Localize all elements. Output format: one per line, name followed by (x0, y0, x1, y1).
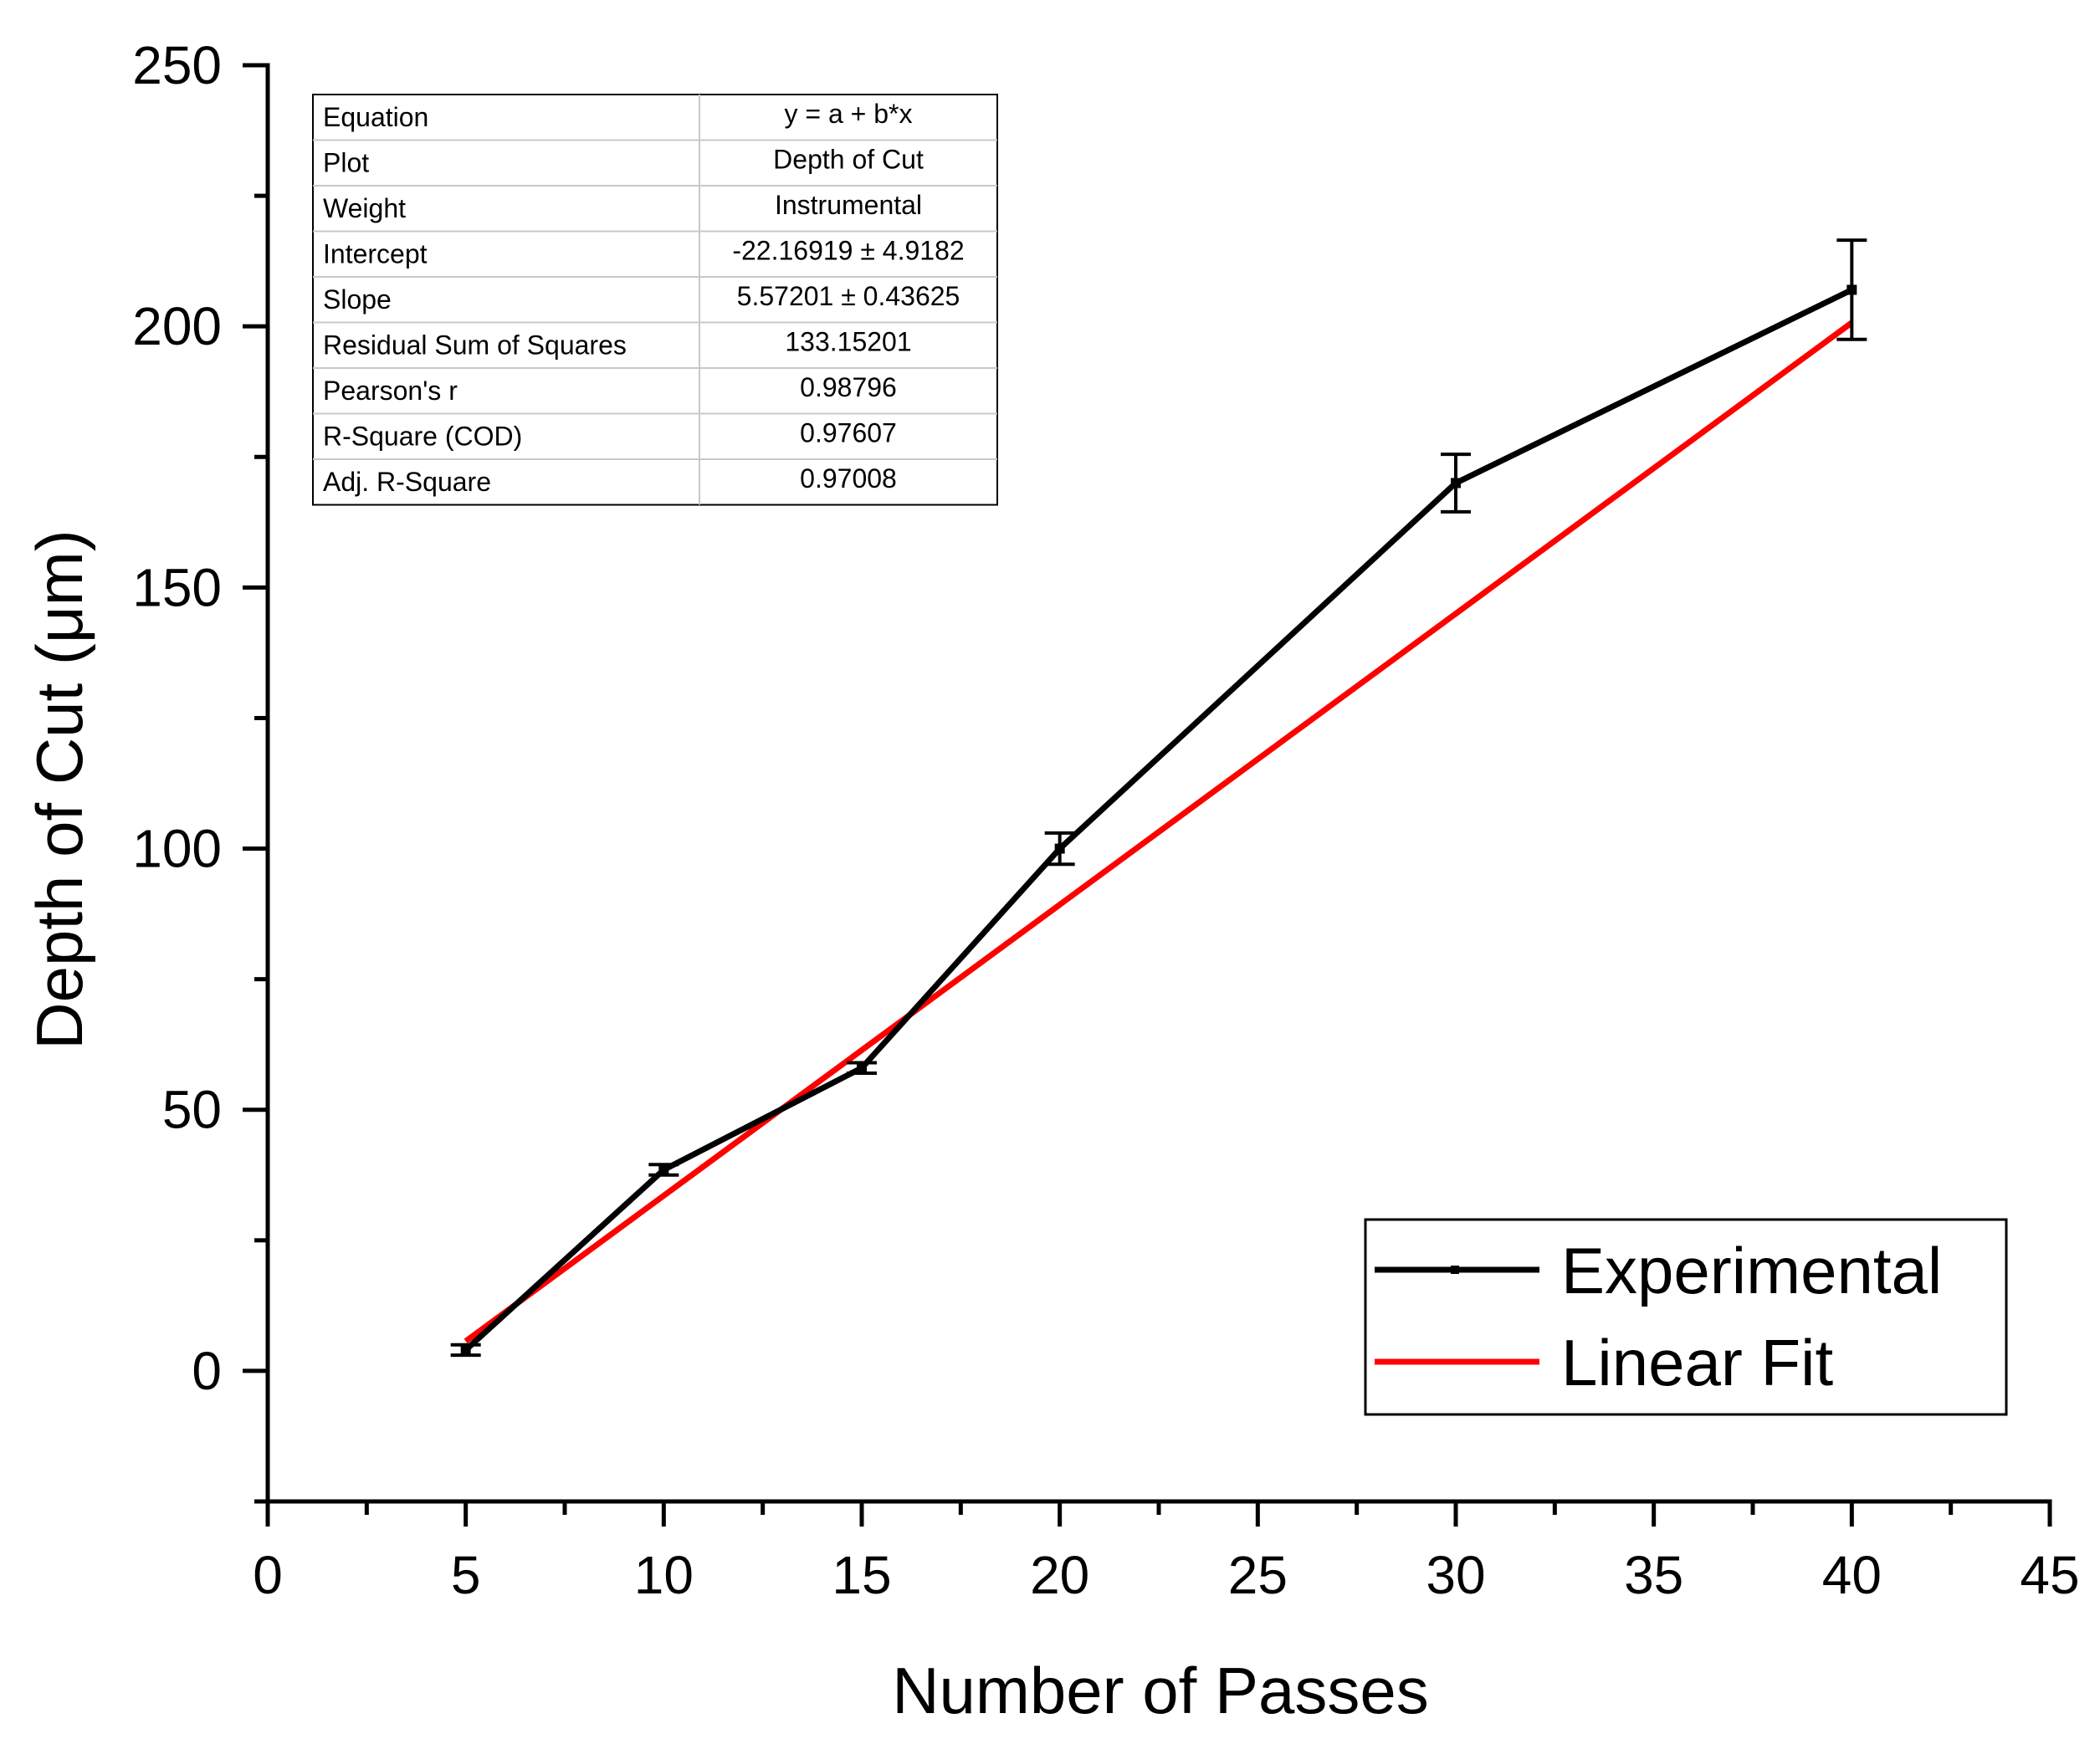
fit-table-row-value: 133.15201 (785, 327, 911, 357)
experimental-line (464, 287, 1853, 1353)
x-tick-label: 25 (1228, 1545, 1288, 1605)
y-tick-label: 100 (132, 819, 222, 879)
y-tick-label: 250 (132, 35, 222, 95)
axis-tick-labels: 0 5 10 15 20 25 30 35 40 45 0 50 100 150 200 250 (132, 35, 2079, 1605)
experimental-point (1054, 843, 1065, 854)
experimental-point (460, 1344, 471, 1355)
fit-table-row-label: Slope (323, 284, 392, 315)
legend-box (1364, 1218, 2008, 1416)
fit-table-row-label: Adj. R-Square (323, 467, 491, 497)
fit-table-row-label: Plot (323, 148, 369, 178)
y-axis-label: Depth of Cut (μm) (23, 529, 96, 1049)
fit-table-row-label: Equation (323, 102, 428, 132)
x-tick-label: 10 (634, 1545, 694, 1605)
x-tick-label: 20 (1030, 1545, 1089, 1605)
x-tick-label: 35 (1624, 1545, 1683, 1605)
fit-table-row-label: Weight (323, 193, 406, 223)
fit-table: Equation y = a + b*x Plot Depth of Cut Weigh… (312, 94, 998, 506)
fit-table-row-value: Depth of Cut (773, 145, 924, 175)
x-tick-label: 15 (832, 1545, 891, 1605)
fit-table-row-label: Residual Sum of Squares (323, 330, 627, 361)
y-tick-label: 50 (162, 1080, 222, 1140)
experimental-point (857, 1062, 867, 1073)
axis-ticks (243, 63, 2052, 1527)
legend-experimental-marker (1451, 1266, 1459, 1274)
fit-table-row-value: 5.57201 ± 0.43625 (737, 281, 960, 311)
experimental-point (1846, 284, 1857, 295)
x-axis-label: Number of Passes (892, 1654, 1429, 1727)
x-tick-label: 45 (2020, 1545, 2079, 1605)
fit-table-row-value: 0.98796 (800, 372, 897, 402)
fit-table-row-value: y = a + b*x (785, 99, 913, 129)
x-tick-label: 40 (1822, 1545, 1882, 1605)
x-tick-label: 30 (1426, 1545, 1485, 1605)
fit-table-row-value: Instrumental (775, 190, 922, 220)
experimental-point (1451, 478, 1461, 488)
fit-table-row-label: Intercept (323, 239, 428, 269)
linear-fit-line (464, 320, 1854, 1344)
fit-table-row-value: -22.16919 ± 4.9182 (732, 236, 964, 266)
x-tick-label: 5 (451, 1545, 481, 1605)
y-tick-label: 200 (132, 296, 222, 356)
fit-table-row-value: 0.97607 (800, 418, 897, 448)
series-layer (450, 238, 1867, 1358)
legend-linear-fit-label: Linear Fit (1561, 1326, 1833, 1399)
x-tick-label: 0 (253, 1545, 283, 1605)
fit-table-row-label: R-Square (COD) (323, 422, 522, 452)
experimental-point (658, 1164, 669, 1175)
y-tick-label: 150 (132, 557, 222, 617)
fit-table-row-label: Pearson's r (323, 376, 458, 406)
legend-experimental-label: Experimental (1561, 1234, 1942, 1307)
y-tick-label: 0 (192, 1341, 222, 1401)
legend: Experimental Linear Fit (1364, 1218, 2008, 1416)
fit-table-row-value: 0.97008 (800, 463, 897, 494)
fit-table-border (312, 94, 998, 506)
